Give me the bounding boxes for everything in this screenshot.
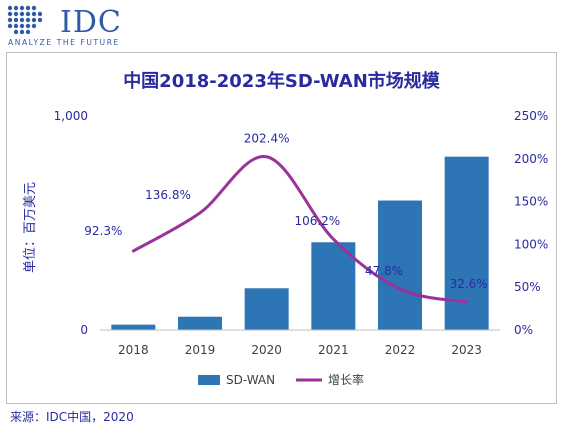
idc-globe-icon <box>7 5 43 35</box>
bar <box>111 324 156 330</box>
chart-title: 中国2018-2023年SD-WAN市场规模 <box>123 71 440 92</box>
y2-tick-label: 50% <box>514 280 541 294</box>
growth-data-label: 136.8% <box>145 188 191 202</box>
growth-line <box>131 155 469 304</box>
x-tick-label: 2019 <box>185 343 216 357</box>
growth-data-label: 47.8% <box>365 264 403 278</box>
growth-data-label: 106.2% <box>294 214 340 228</box>
bar <box>444 156 489 330</box>
y2-tick-label: 0% <box>514 323 533 337</box>
y2-tick-label: 250% <box>514 109 548 123</box>
y-tick-label: 0 <box>80 323 88 337</box>
growth-data-label: 92.3% <box>84 224 122 238</box>
bar <box>244 288 289 330</box>
x-tick-label: 2018 <box>118 343 149 357</box>
legend-label: SD-WAN <box>226 373 275 387</box>
bar <box>178 316 222 330</box>
logo-text: IDC <box>60 5 122 40</box>
logo-tagline: ANALYZE THE FUTURE <box>8 38 120 47</box>
growth-data-label: 202.4% <box>244 132 290 146</box>
legend-label: 增长率 <box>328 372 364 387</box>
x-tick-label: 2020 <box>251 343 282 357</box>
source-note: 来源：IDC中国，2020 <box>10 410 134 424</box>
y2-tick-label: 150% <box>514 195 548 209</box>
growth-data-label: 32.6% <box>450 277 488 291</box>
x-tick-label: 2022 <box>385 343 416 357</box>
bar <box>311 242 356 330</box>
bar <box>378 200 422 330</box>
idc-logo: IDC ANALYZE THE FUTURE <box>4 2 144 47</box>
legend-swatch-bar <box>198 375 220 385</box>
x-tick-label: 2023 <box>451 343 482 357</box>
y2-tick-label: 100% <box>514 237 548 251</box>
y-tick-label: 1,000 <box>54 109 88 123</box>
x-tick-label: 2021 <box>318 343 349 357</box>
y2-tick-label: 200% <box>514 152 548 166</box>
